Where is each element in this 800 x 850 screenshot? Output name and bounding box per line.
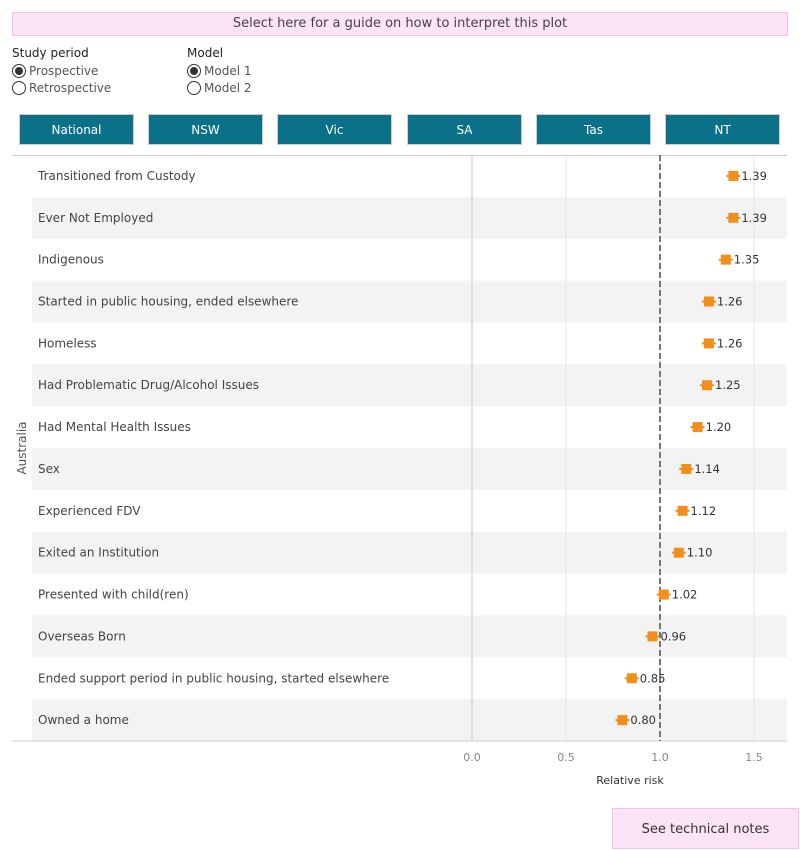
row-label: Exited an Institution bbox=[38, 546, 159, 560]
data-label: 1.39 bbox=[741, 169, 767, 183]
row-label: Overseas Born bbox=[38, 629, 126, 643]
radio-label: Model 1 bbox=[204, 63, 252, 78]
data-label: 0.80 bbox=[630, 713, 656, 727]
radio-checked-icon bbox=[12, 63, 26, 78]
divider bbox=[12, 155, 787, 156]
radio-model-1[interactable]: Model 1 bbox=[187, 62, 251, 79]
study-period-title: Study period bbox=[12, 46, 89, 60]
data-label: 1.35 bbox=[734, 253, 760, 267]
row-band bbox=[32, 615, 787, 658]
data-point bbox=[702, 380, 712, 391]
guide-button[interactable]: Select here for a guide on how to interp… bbox=[12, 12, 788, 36]
row-label: Had Mental Health Issues bbox=[38, 420, 191, 434]
x-tick-label: 1.5 bbox=[745, 751, 763, 764]
row-label: Indigenous bbox=[38, 253, 104, 267]
radio-unchecked-icon bbox=[187, 80, 201, 95]
data-point bbox=[626, 673, 637, 684]
data-point bbox=[728, 212, 739, 223]
x-tick-label: 1.0 bbox=[651, 751, 669, 764]
row-label: Ended support period in public housing, … bbox=[38, 671, 389, 685]
data-label: 1.26 bbox=[717, 336, 743, 350]
data-point bbox=[617, 715, 628, 726]
data-label: 0.85 bbox=[640, 671, 666, 685]
radio-checked-icon bbox=[187, 63, 201, 78]
data-label: 1.12 bbox=[691, 504, 717, 518]
tab-nt[interactable]: NT bbox=[665, 114, 780, 145]
row-band bbox=[32, 196, 787, 239]
radio-label: Prospective bbox=[29, 63, 99, 78]
data-point bbox=[681, 463, 692, 474]
row-label: Had Problematic Drug/Alcohol Issues bbox=[38, 378, 259, 392]
radio-unchecked-icon bbox=[12, 80, 26, 95]
row-band bbox=[32, 280, 787, 323]
data-point bbox=[658, 589, 669, 600]
x-tick-label: 0.0 bbox=[463, 751, 481, 764]
data-point bbox=[692, 422, 703, 433]
data-label: 1.10 bbox=[687, 546, 713, 560]
data-label: 1.20 bbox=[706, 420, 732, 434]
data-point bbox=[720, 254, 731, 265]
data-point bbox=[703, 338, 714, 349]
study-period-filter: Study period Prospective Retrospective bbox=[12, 46, 111, 96]
technical-notes-button[interactable]: See technical notes bbox=[612, 808, 799, 849]
radio-label: Retrospective bbox=[29, 80, 112, 95]
row-label: Started in public housing, ended elsewhe… bbox=[38, 295, 298, 309]
data-label: 1.02 bbox=[672, 588, 698, 602]
radio-retrospective[interactable]: Retrospective bbox=[12, 79, 111, 96]
tab-national[interactable]: National bbox=[19, 114, 134, 145]
row-group-label: Australia bbox=[15, 421, 29, 474]
tab-sa[interactable]: SA bbox=[407, 114, 522, 145]
model-filter: Model Model 1 Model 2 bbox=[187, 46, 251, 96]
data-point bbox=[703, 296, 714, 307]
row-band bbox=[32, 364, 787, 407]
radio-model-2[interactable]: Model 2 bbox=[187, 79, 251, 96]
data-point bbox=[677, 505, 688, 516]
tab-tas[interactable]: Tas bbox=[536, 114, 651, 145]
tab-nsw[interactable]: NSW bbox=[148, 114, 263, 145]
row-label: Transitioned from Custody bbox=[37, 169, 196, 183]
data-point bbox=[647, 631, 658, 642]
row-label: Ever Not Employed bbox=[38, 211, 153, 225]
row-band bbox=[32, 531, 787, 574]
data-point bbox=[673, 547, 684, 558]
row-label: Experienced FDV bbox=[38, 504, 141, 518]
data-label: 1.25 bbox=[715, 378, 741, 392]
data-point bbox=[728, 170, 739, 181]
radio-prospective[interactable]: Prospective bbox=[12, 62, 111, 79]
data-label: 1.39 bbox=[741, 211, 767, 225]
model-title: Model bbox=[187, 46, 224, 60]
row-label: Presented with child(ren) bbox=[38, 588, 189, 602]
forest-plot: 0.0 0.5 1.0 1.5 Transitioned from Custody 1.3… bbox=[12, 155, 787, 787]
tab-vic[interactable]: Vic bbox=[277, 114, 392, 145]
row-band bbox=[32, 448, 787, 490]
row-band bbox=[32, 699, 787, 742]
data-label: 1.14 bbox=[694, 462, 720, 476]
row-label: Homeless bbox=[38, 336, 97, 350]
radio-label: Model 2 bbox=[204, 80, 252, 95]
row-label: Owned a home bbox=[38, 713, 129, 727]
x-tick-label: 0.5 bbox=[557, 751, 575, 764]
x-axis-title: Relative risk bbox=[596, 774, 664, 787]
data-label: 1.26 bbox=[717, 295, 743, 309]
data-label: 0.96 bbox=[660, 629, 686, 643]
row-label: Sex bbox=[38, 462, 60, 476]
